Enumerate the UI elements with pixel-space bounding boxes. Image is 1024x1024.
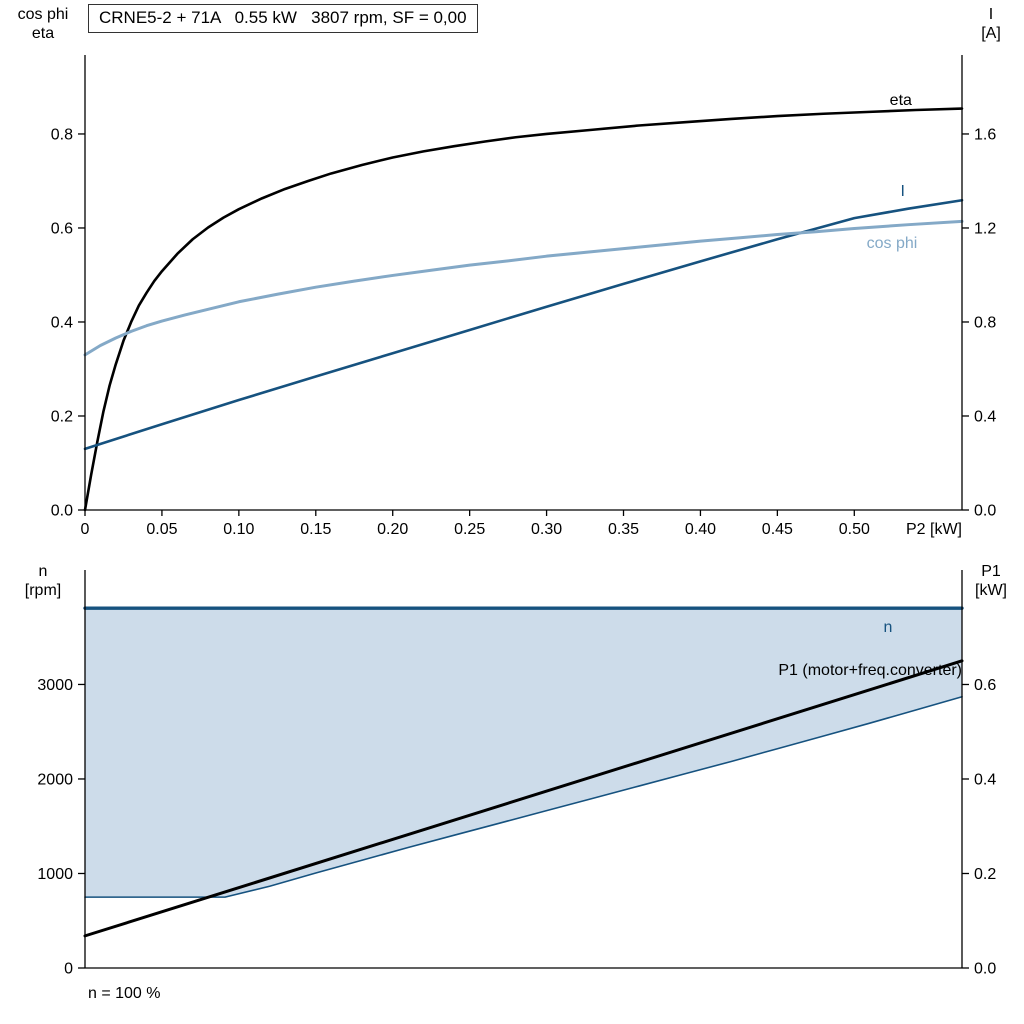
- n-curve-label: n: [884, 619, 893, 636]
- right-axis-tick-label: 0.8: [974, 314, 996, 331]
- chart-title: CRNE5-2 + 71A 0.55 kW 3807 rpm, SF = 0,0…: [99, 8, 467, 27]
- left-axis-title-line1: n: [38, 563, 48, 580]
- left-axis-tick-label: 0.4: [51, 314, 73, 331]
- left-axis-tick-label: 0.0: [51, 503, 73, 520]
- right-axis-tick-label: 0.2: [974, 866, 996, 883]
- chart-title-box: CRNE5-2 + 71A 0.55 kW 3807 rpm, SF = 0,0…: [88, 4, 478, 33]
- left-axis-tick-label: 0.6: [51, 220, 73, 237]
- I-curve: [83, 198, 964, 451]
- eta-curve: [83, 107, 964, 512]
- top-chart-left-axis-title: cos phi eta: [6, 5, 80, 43]
- left-axis-title-line1: cos phi: [17, 6, 69, 23]
- x-axis-tick-label: 0.20: [377, 521, 408, 538]
- x-axis-tick-label: 0.40: [685, 521, 716, 538]
- x-axis-tick-label: 0.35: [608, 521, 639, 538]
- right-axis-tick-label: 0.4: [974, 408, 996, 425]
- operating-range-region: [85, 608, 962, 898]
- x-axis-tick-label: 0.25: [454, 521, 485, 538]
- left-axis-title-line2: eta: [31, 25, 55, 42]
- right-axis-tick-label: 0.4: [974, 771, 996, 788]
- left-axis-tick-label: 2000: [37, 771, 73, 788]
- I-curve-label: I: [900, 183, 904, 200]
- right-axis-title-line1: P1: [981, 563, 1001, 580]
- speed-percent-note: n = 100 %: [88, 985, 161, 1002]
- right-axis-tick-label: 1.6: [974, 126, 996, 143]
- left-axis-tick-label: 0: [64, 961, 73, 978]
- x-axis-unit-label: P2 [kW]: [906, 521, 962, 538]
- cos-phi-curve-label: cos phi: [867, 235, 918, 252]
- left-axis-tick-label: 0.2: [51, 408, 73, 425]
- x-axis-tick-label: 0.15: [300, 521, 331, 538]
- bottom-chart-left-axis-title: n [rpm]: [6, 562, 80, 600]
- right-axis-tick-label: 0.0: [974, 503, 996, 520]
- bottom-chart-right-axis-title: P1 [kW]: [962, 562, 1020, 600]
- cos-phi-curve: [83, 219, 964, 357]
- left-axis-title-line2: [rpm]: [24, 582, 62, 599]
- P1-curve: [83, 659, 964, 938]
- x-axis-tick-label: 0.45: [762, 521, 793, 538]
- right-axis-tick-label: 1.2: [974, 220, 996, 237]
- P1-curve-label: P1 (motor+freq.converter): [778, 662, 962, 679]
- right-axis-title-line2: [kW]: [975, 582, 1007, 599]
- left-axis-tick-label: 0.8: [51, 126, 73, 143]
- x-axis-tick-label: 0.30: [531, 521, 562, 538]
- x-axis-tick-label: 0.10: [223, 521, 254, 538]
- left-axis-tick-label: 1000: [37, 866, 73, 883]
- right-axis-title-line1: I: [988, 6, 994, 23]
- left-axis-tick-label: 3000: [37, 677, 73, 694]
- right-axis-tick-label: 0.6: [974, 677, 996, 694]
- min-speed-limit-curve: [84, 695, 963, 898]
- eta-curve-label: eta: [890, 92, 912, 109]
- x-axis-tick-label: 0: [81, 521, 90, 538]
- x-axis-tick-label: 0.50: [839, 521, 870, 538]
- right-axis-title-line2: [A]: [981, 25, 1001, 42]
- right-axis-tick-label: 0.0: [974, 961, 996, 978]
- x-axis-tick-label: 0.05: [146, 521, 177, 538]
- top-chart-right-axis-title: I [A]: [962, 5, 1020, 43]
